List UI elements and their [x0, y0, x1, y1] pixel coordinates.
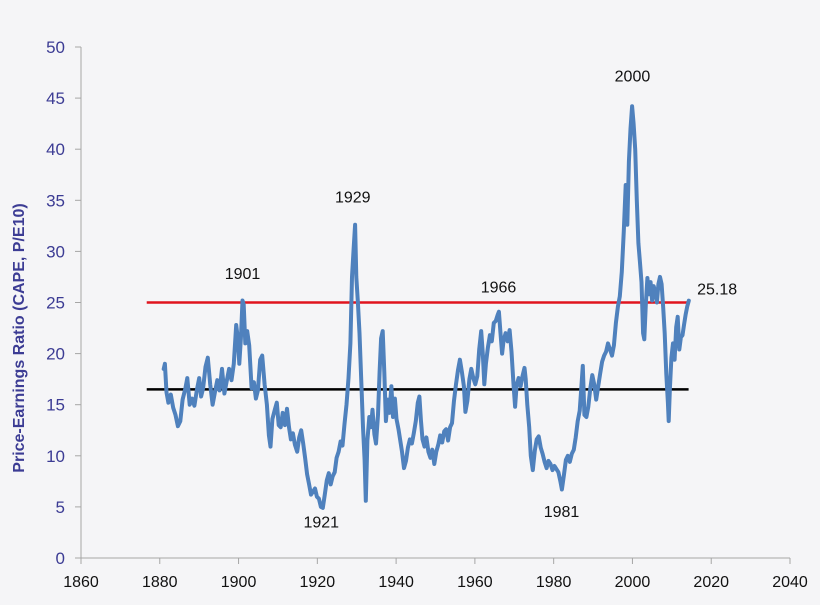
x-tick-label: 1960 — [457, 574, 493, 591]
annotation-label: 2000 — [615, 69, 651, 86]
x-tick-label: 2000 — [615, 574, 651, 591]
y-tick-label: 25 — [46, 294, 65, 313]
annotation-label: 1921 — [303, 514, 339, 531]
x-tick-label: 1880 — [142, 574, 178, 591]
x-tick-label: 1920 — [300, 574, 336, 591]
y-tick-label: 45 — [46, 89, 65, 108]
annotation-label: 1966 — [481, 279, 517, 296]
x-tick-label: 2040 — [772, 574, 808, 591]
annotations: 1901 1929 1921 1966 1981 2000 25.18 — [225, 69, 738, 532]
y-tick-label: 0 — [56, 549, 65, 568]
y-axis: 0 5 10 15 20 25 30 35 40 45 50 — [46, 38, 82, 568]
y-tick-label: 15 — [46, 396, 65, 415]
annotation-label: 1901 — [225, 266, 261, 283]
y-tick-label: 50 — [46, 38, 65, 57]
y-tick-label: 35 — [46, 191, 65, 210]
annotation-label: 25.18 — [697, 281, 737, 298]
y-tick-label: 40 — [46, 140, 65, 159]
y-tick-label: 30 — [46, 242, 65, 261]
x-tick-label: 1900 — [221, 574, 257, 591]
y-axis-label: Price-Earnings Ratio (CAPE, P/E10) — [11, 203, 28, 472]
x-tick-label: 2020 — [693, 574, 729, 591]
x-tick-label: 1980 — [536, 574, 572, 591]
cape-series-line — [161, 104, 691, 510]
y-tick-label: 10 — [46, 447, 65, 466]
x-axis: 1860 1880 1900 1920 1940 1960 1980 2000 2020 2040 — [63, 557, 808, 591]
y-tick-label: 20 — [46, 345, 65, 364]
y-tick-label: 5 — [56, 498, 65, 517]
annotation-label: 1981 — [544, 504, 580, 521]
annotation-label: 1929 — [335, 189, 371, 206]
x-tick-label: 1940 — [378, 574, 414, 591]
x-tick-label: 1860 — [63, 574, 99, 591]
